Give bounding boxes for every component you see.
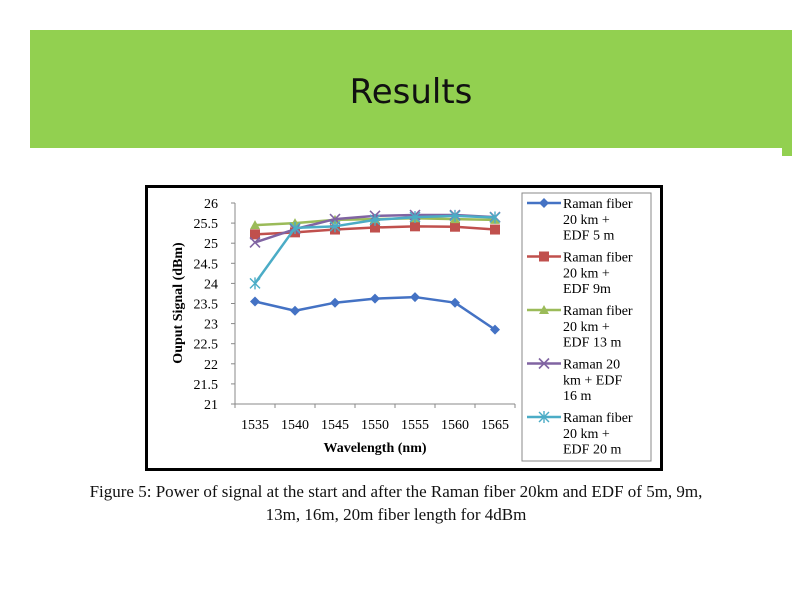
x-tick-label: 1540	[281, 418, 309, 433]
data-point	[250, 220, 260, 230]
y-tick-label: 24.5	[194, 257, 219, 272]
legend-label: EDF 9m	[563, 282, 611, 297]
series-1	[250, 292, 500, 335]
y-tick-label: 26	[204, 197, 218, 212]
data-point	[450, 221, 460, 232]
legend-label: 20 km +	[563, 427, 610, 442]
legend-label: EDF 5 m	[563, 229, 614, 244]
data-point	[370, 293, 380, 304]
data-point	[250, 296, 260, 307]
y-tick-label: 23.5	[194, 298, 219, 313]
x-tick-label: 1555	[401, 418, 429, 433]
data-point	[290, 305, 300, 316]
legend-marker	[538, 411, 550, 423]
data-point	[329, 220, 341, 233]
title-banner-edge	[782, 148, 792, 156]
x-tick-label: 1550	[361, 418, 389, 433]
y-tick-label: 21	[204, 398, 218, 413]
data-point	[249, 236, 261, 248]
data-point	[409, 211, 421, 224]
data-point	[249, 277, 261, 290]
y-tick-label: 22.5	[194, 338, 219, 353]
x-tick-label: 1545	[321, 418, 349, 433]
data-point	[490, 324, 500, 335]
chart: 21 21.5 22 22.5 23 23.5 24 24.5 25 25.5 26 1535 1540…	[171, 192, 652, 462]
figure-caption: Figure 5: Power of signal at the start a…	[20, 480, 772, 526]
legend-label: EDF 13 m	[563, 336, 621, 351]
title-banner	[30, 30, 792, 148]
data-point	[490, 224, 500, 235]
legend-label: 20 km +	[563, 266, 610, 281]
data-point	[489, 211, 501, 224]
legend-label: Raman fiber	[563, 251, 633, 266]
marker-stroke	[249, 236, 261, 248]
slide-title: Results	[349, 72, 473, 112]
caption-line-1: Figure 5: Power of signal at the start a…	[89, 482, 703, 501]
legend-marker	[539, 251, 549, 262]
legend-label: Raman fiber	[563, 197, 633, 212]
legend-marker	[538, 357, 550, 370]
legend-label: 20 km +	[563, 213, 610, 228]
data-point	[450, 297, 460, 308]
marker-stroke	[538, 357, 550, 370]
legend-label: EDF 20 m	[563, 443, 621, 458]
legend-marker	[539, 198, 549, 208]
data-point	[250, 229, 260, 240]
x-axis-title: Wavelength (nm)	[323, 441, 426, 456]
legend-label: Raman fiber	[563, 304, 633, 319]
y-tick-label: 25.5	[194, 217, 219, 232]
y-axis-title: Ouput Signal (dBm)	[171, 242, 186, 364]
y-tick-label: 22	[204, 358, 218, 373]
x-tick-label: 1535	[241, 418, 269, 433]
data-point	[449, 209, 461, 222]
legend-marker	[539, 305, 549, 314]
data-point	[410, 292, 420, 303]
y-tick-label: 23	[204, 318, 218, 333]
caption-line-2: 13m, 16m, 20m fiber length for 4dBm	[265, 505, 527, 524]
legend-label: 16 m	[563, 389, 592, 404]
legend-label: Raman fiber	[563, 411, 633, 426]
data-point	[330, 297, 340, 308]
x-tick-label: 1565	[481, 418, 509, 433]
y-tick-label: 21.5	[194, 378, 219, 393]
legend-label: km + EDF	[563, 373, 622, 388]
legend-label: 20 km +	[563, 320, 610, 335]
data-point	[369, 213, 381, 226]
x-tick-label: 1560	[441, 418, 469, 433]
y-tick-label: 25	[204, 237, 218, 252]
data-point	[410, 221, 420, 232]
series-5	[249, 209, 501, 290]
legend-label: Raman 20	[563, 358, 620, 373]
y-tick-label: 24	[204, 277, 218, 292]
data-point	[370, 222, 380, 233]
data-point	[289, 221, 301, 234]
